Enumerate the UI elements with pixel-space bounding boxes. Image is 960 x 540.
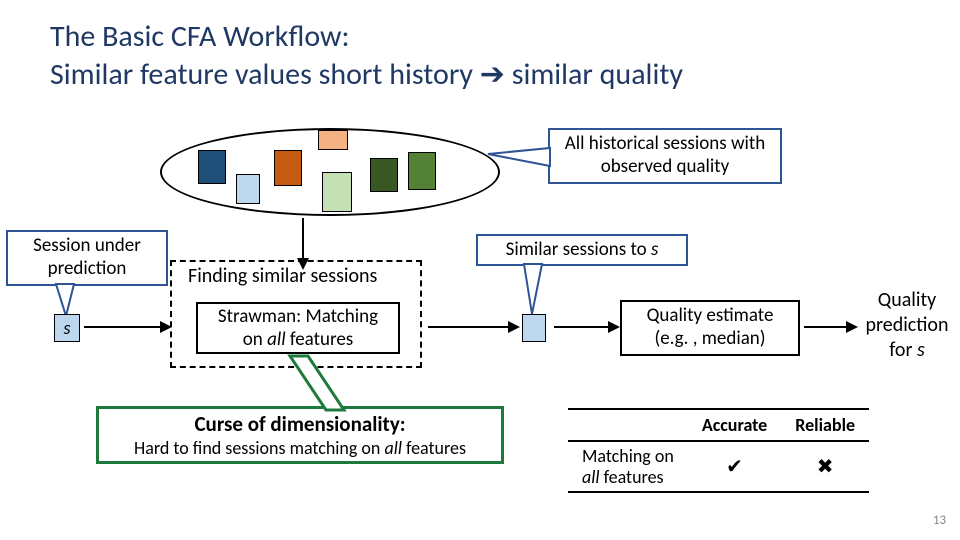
- title-line-2: Similar feature values short history ➔ s…: [50, 56, 683, 94]
- title-line-1: The Basic CFA Workflow:: [50, 18, 683, 56]
- table-header-row: Accurate Reliable: [568, 409, 869, 441]
- callout-session-tail: [56, 284, 80, 316]
- callout-session-text: Session under prediction: [12, 235, 162, 281]
- slide-title: The Basic CFA Workflow: Similar feature …: [50, 18, 683, 93]
- table-row-label: Matching on all features: [568, 441, 688, 492]
- curse-tail: [290, 356, 350, 410]
- curse-subtitle: Hard to find sessions matching on all fe…: [134, 437, 466, 459]
- session-s-box: s: [54, 314, 80, 342]
- session-block: [236, 174, 260, 204]
- strawman-box: Strawman: Matching on all features: [196, 302, 400, 354]
- session-block: [318, 130, 348, 150]
- cell-accurate: ✔: [688, 441, 781, 492]
- finding-sessions-label: Finding similar sessions: [188, 264, 377, 288]
- session-s-label: s: [63, 317, 70, 339]
- session-block: [322, 172, 352, 212]
- slide-number: 13: [933, 513, 946, 528]
- quality-estimate-box: Quality estimate (e.g. , median): [620, 300, 800, 356]
- quality-prediction-label: Quality prediction for s: [854, 288, 960, 363]
- strawman-line1: Strawman: Matching: [218, 305, 378, 328]
- table-header-empty: [568, 409, 688, 441]
- callout-similar-text: Similar sessions to s: [506, 239, 659, 262]
- curse-title: Curse of dimensionality:: [194, 411, 405, 437]
- callout-historical-text: All historical sessions with observed qu…: [554, 133, 776, 179]
- session-block: [274, 150, 302, 186]
- callout-session-under-prediction: Session under prediction: [6, 230, 168, 286]
- callout-similar-sessions: Similar sessions to s: [476, 234, 688, 266]
- callout-similar-tail: [524, 264, 546, 314]
- callout-historical-sessions: All historical sessions with observed qu…: [548, 128, 782, 184]
- comparison-table: Accurate Reliable Matching on all featur…: [568, 408, 869, 493]
- session-block: [408, 152, 436, 190]
- curse-of-dimensionality-box: Curse of dimensionality: Hard to find se…: [96, 406, 504, 464]
- quality-estimate-text: Quality estimate (e.g. , median): [647, 305, 774, 351]
- cell-reliable: ✖: [781, 441, 869, 492]
- table-row: Matching on all features ✔ ✖: [568, 441, 869, 492]
- similar-session-block: [522, 314, 546, 342]
- strawman-line2: on all features: [243, 328, 353, 351]
- table-header-reliable: Reliable: [781, 409, 869, 441]
- table-header-accurate: Accurate: [688, 409, 781, 441]
- callout-historical-tail: [488, 148, 550, 172]
- session-block: [198, 150, 226, 184]
- session-block: [370, 158, 398, 192]
